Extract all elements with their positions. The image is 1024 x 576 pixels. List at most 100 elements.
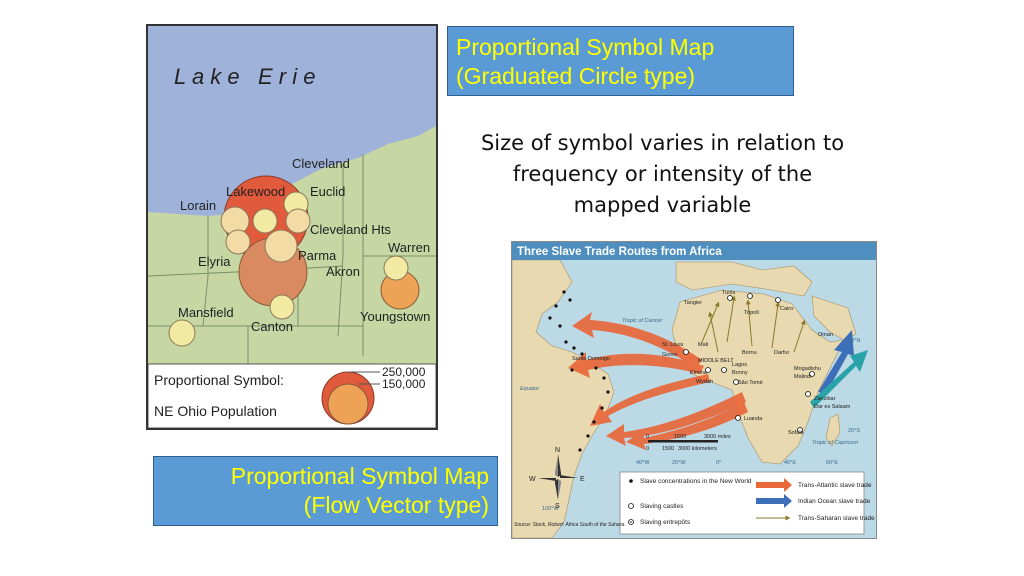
label-lat-20n: 20°N — [848, 338, 860, 344]
description-text: Size of symbol varies in relation to fre… — [445, 128, 880, 221]
ohio-legend-panel — [148, 363, 436, 428]
slave-concentration-dots — [548, 290, 610, 452]
europe-land — [675, 261, 813, 297]
label-equator: Equator — [520, 386, 540, 392]
lake-erie-water — [148, 26, 436, 216]
compass-n: N — [555, 447, 560, 454]
label-goree: Goree — [662, 352, 677, 358]
compass-s: S — [555, 503, 560, 510]
legend-transsaharan-label: Trans-Saharan slave trade — [798, 515, 875, 522]
scale-zero-miles: 0 — [646, 434, 649, 440]
label-mogadishu: Mogadishu — [794, 366, 821, 372]
indian-ocean-arrow-north — [818, 330, 854, 394]
label-cairo: Cairo — [780, 306, 793, 312]
label-tropic-cancer: Tropic of Cancer — [622, 318, 663, 324]
circle-lakewood — [252, 208, 278, 234]
ohio-map-svg: L a k e E r i e Cleveland Lakewood Eucli… — [148, 26, 436, 428]
label-bonny: Bonny — [732, 370, 748, 376]
label-lorain: Lorain — [180, 198, 216, 213]
label-st-louis: St. Louis — [662, 342, 684, 348]
compass-rose: N S E W — [529, 447, 585, 510]
legend-concentrations-label: Slave concentrations in the New World — [640, 478, 752, 485]
scale-zero-km: 0 — [646, 446, 649, 452]
transatlantic-arrows — [568, 312, 748, 450]
title-graduated-line1: Proportional Symbol Map — [456, 34, 715, 60]
label-sao-tome: São Tomé — [738, 380, 763, 386]
slave-map-title: Three Slave Trade Routes from Africa — [517, 246, 722, 258]
label-elyria: Elyria — [198, 254, 231, 269]
legend-entrepots-label: Slaving entrepôts — [640, 519, 691, 526]
title-graduated-circle: Proportional Symbol Map (Graduated Circl… — [447, 26, 794, 96]
label-akron: Akron — [326, 264, 360, 279]
label-santo-domingo: Santo Domingo — [572, 356, 610, 362]
circle-elyria — [225, 229, 251, 255]
label-cleveland-hts: Cleveland Hts — [310, 222, 391, 237]
label-euclid: Euclid — [310, 184, 345, 199]
title-flow-vector: Proportional Symbol Map (Flow Vector typ… — [153, 456, 498, 526]
label-elmina: Elmina — [690, 370, 708, 376]
label-warren: Warren — [388, 240, 430, 255]
label-lon-60e: 60°E — [826, 460, 838, 466]
label-wydah: Wydah — [696, 379, 713, 385]
legend-transatlantic-label: Trans-Atlantic slave trade — [798, 482, 872, 489]
label-mansfield: Mansfield — [178, 305, 234, 320]
label-lat-20s: 20°S — [848, 428, 860, 434]
circle-parma — [264, 229, 298, 263]
label-darfur: Darfur — [774, 350, 789, 356]
title-flow-line2: (Flow Vector type) — [303, 492, 489, 518]
description-line3: mapped variable — [573, 193, 752, 217]
indian-ocean-arrow-east — [810, 350, 868, 408]
scale-end-miles: 3000 miles — [704, 434, 731, 440]
label-youngstown: Youngstown — [360, 309, 430, 324]
circle-cleveland-hts — [285, 208, 311, 234]
title-graduated-line2: (Graduated Circle type) — [456, 63, 696, 89]
scale-mid-km: 1500 — [662, 446, 674, 452]
label-lagos: Lagos — [732, 362, 747, 368]
circle-warren — [383, 255, 409, 281]
label-malindi: Malindi — [794, 374, 811, 380]
label-parma: Parma — [298, 248, 337, 263]
scale-end-km: 3000 kilometers — [678, 446, 717, 452]
circle-mansfield — [168, 319, 196, 347]
legend-value-small: 150,000 — [382, 377, 426, 391]
label-mali: Mali — [698, 342, 708, 348]
slave-map-legend: Slave concentrations in the New World Sl… — [619, 471, 875, 535]
slave-trade-map: Three Slave Trade Routes from Africa — [511, 241, 877, 539]
label-luanda: Luanda — [744, 416, 763, 422]
slave-map-svg: Three Slave Trade Routes from Africa — [512, 242, 876, 538]
label-tunis: Tunis — [722, 290, 735, 296]
label-bornu: Bornu — [742, 350, 757, 356]
legend-castle-marker — [628, 503, 634, 509]
label-cleveland: Cleveland — [292, 156, 350, 171]
label-oman: Oman — [818, 332, 833, 338]
label-lon-20w: 20°W — [672, 460, 686, 466]
compass-w: W — [529, 476, 536, 483]
label-canton: Canton — [251, 319, 293, 334]
legend-value-large: 250,000 — [382, 365, 426, 379]
compass-needle-north — [558, 454, 561, 477]
legend-indian-label: Indian Ocean slave trade — [798, 498, 871, 505]
scale-bar-line — [648, 440, 718, 443]
slave-map-source: Source: Stock, Robert: Africa South of t… — [514, 522, 626, 528]
legend-castles-label: Slaving castles — [640, 503, 684, 510]
label-zanzibar: Zanzibar — [814, 396, 836, 402]
legend-circle-small — [327, 383, 369, 425]
scale-mid-miles: 1500 — [674, 434, 686, 440]
transsaharan-routes — [701, 295, 806, 353]
scale-bar: 0 1500 3000 miles 0 1500 3000 kilometers — [646, 434, 731, 452]
label-tripoli: Tripoli — [744, 310, 759, 316]
compass-e: E — [580, 476, 585, 483]
description-line1: Size of symbol varies in relation to — [480, 131, 845, 155]
label-lon-100w: 100°W — [542, 506, 559, 512]
label-lon-40e: 40°E — [784, 460, 796, 466]
label-tangier: Tangier — [684, 300, 702, 306]
label-lakewood: Lakewood — [226, 184, 285, 199]
label-dar-es-salaam: Dar es Salaam — [814, 404, 851, 410]
legend-indian-arrow — [756, 494, 792, 508]
label-lon-40w: 40°W — [636, 460, 650, 466]
slave-legend-panel — [619, 471, 865, 535]
circle-canton — [269, 294, 295, 320]
label-tropic-capricorn: Tropic of Capricorn — [812, 440, 858, 446]
title-flow-line1: Proportional Symbol Map — [230, 463, 489, 489]
legend-concentration-marker — [629, 479, 633, 483]
